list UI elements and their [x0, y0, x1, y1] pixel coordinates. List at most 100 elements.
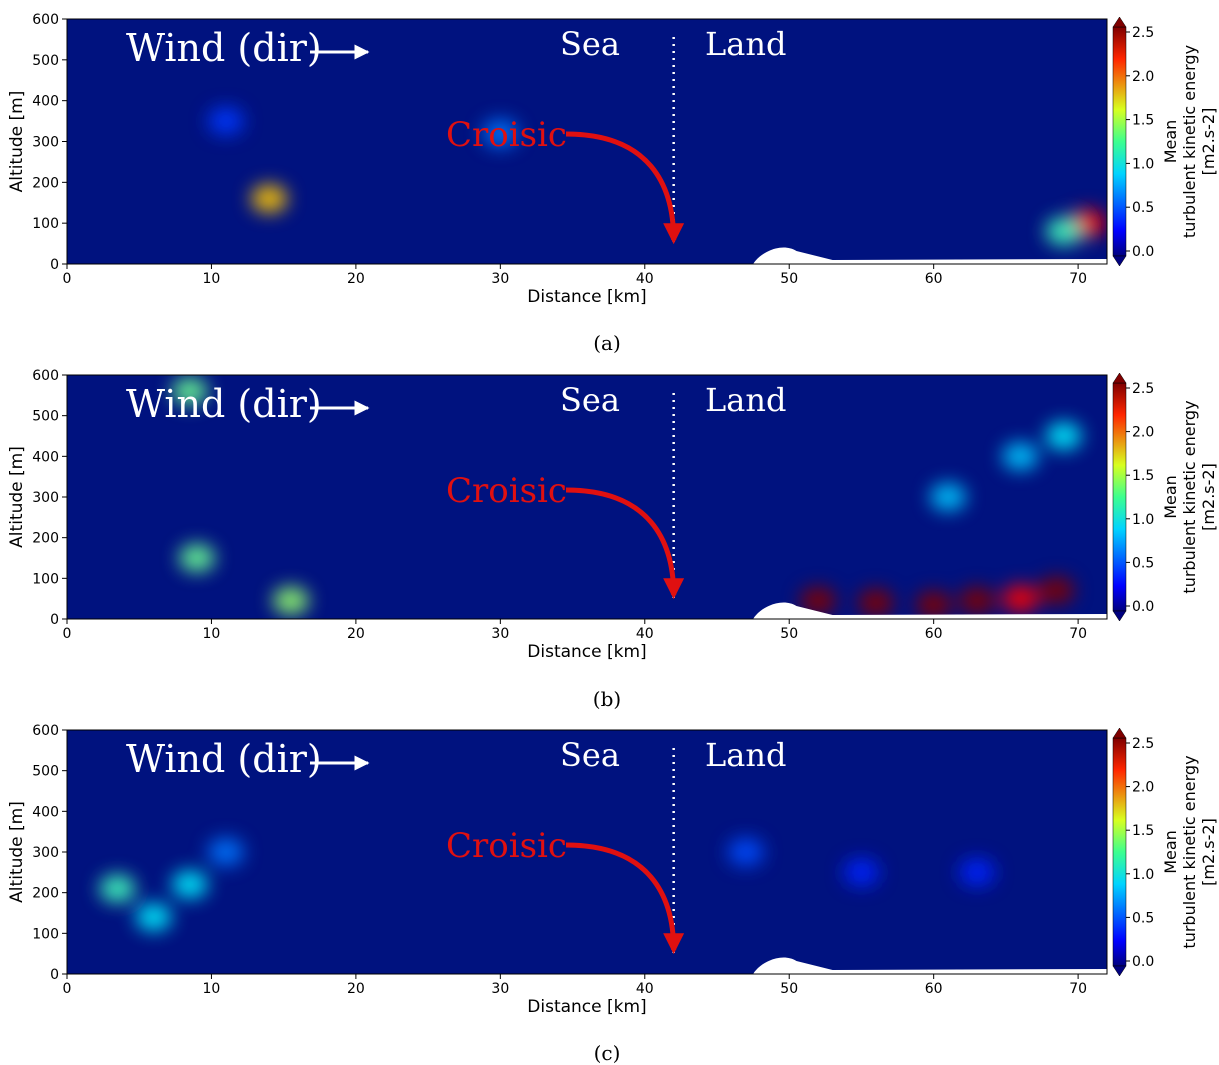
colorbar-label: [m2.s-2]: [1199, 108, 1218, 176]
colorbar-label: Mean: [1161, 830, 1180, 874]
colorbar-extend-min: [1112, 610, 1127, 622]
sea-label: Sea: [560, 736, 620, 774]
plot-area: [67, 19, 1107, 264]
site-pointer-arrow-icon: [565, 487, 685, 600]
y-tick-label: 500: [32, 53, 59, 69]
heat-cell: [482, 119, 519, 148]
heatmap-field: [171, 377, 1082, 619]
y-tick-label: 600: [32, 723, 59, 739]
terrain-mask: [753, 247, 1107, 264]
site-label: Croisic: [446, 826, 567, 866]
heatmap-field: [207, 107, 1107, 246]
colorbar-tick-label: 1.5: [1132, 113, 1154, 129]
colorbar-tick-label: 1.0: [1132, 512, 1154, 528]
heat-cell: [727, 838, 764, 866]
terrain-mask: [753, 602, 1107, 619]
colorbar-tick-label: 1.5: [1132, 823, 1154, 839]
panel-caption: (a): [593, 331, 621, 355]
x-tick-label: 0: [63, 626, 72, 642]
site-label: Croisic: [446, 471, 567, 511]
x-tick-label: 50: [780, 271, 798, 287]
colorbar-tick-label: 1.0: [1132, 156, 1154, 172]
heat-cell: [207, 838, 244, 866]
panel-1: Wind (dir) Sea Land Croisic 0 10 20 30 40 50 60 70 0…: [7, 368, 1218, 711]
heat-cell: [1045, 422, 1082, 450]
colorbar-tick-label: 2.5: [1132, 25, 1154, 41]
y-tick-label: 0: [50, 612, 59, 628]
heat-cell: [857, 588, 894, 617]
panel-caption: (b): [593, 687, 621, 711]
colorbar-tick-label: 1.0: [1132, 867, 1154, 883]
colorbar-tick-label: 2.5: [1132, 381, 1154, 397]
heat-cell: [1045, 217, 1082, 246]
land-label: Land: [705, 736, 786, 774]
heat-cell: [171, 377, 208, 406]
x-tick-label: 60: [925, 626, 943, 642]
heat-cell: [1038, 576, 1075, 605]
y-tick-label: 200: [32, 531, 59, 547]
x-tick-label: 20: [347, 271, 365, 287]
x-tick-label: 0: [63, 981, 72, 997]
heat-cell: [171, 870, 208, 899]
y-tick-label: 200: [32, 175, 59, 191]
x-tick-label: 40: [636, 271, 654, 287]
y-tick-label: 0: [50, 967, 59, 983]
x-tick-label: 70: [1069, 981, 1087, 997]
y-tick-label: 500: [32, 764, 59, 780]
panel-2: Wind (dir) Sea Land Croisic 0 10 20 30 40 50 60 70 0…: [7, 723, 1218, 1065]
x-tick-label: 50: [780, 626, 798, 642]
y-tick-label: 300: [32, 845, 59, 861]
x-tick-label: 30: [491, 626, 509, 642]
y-tick-label: 200: [32, 886, 59, 902]
y-tick-label: 400: [32, 449, 59, 465]
heat-cell: [272, 586, 309, 615]
x-tick-label: 50: [780, 981, 798, 997]
y-tick-label: 300: [32, 135, 59, 151]
x-tick-label: 20: [347, 981, 365, 997]
x-axis-label: Distance [km]: [527, 642, 646, 662]
wind-label: Wind (dir): [126, 737, 322, 781]
colorbar-tick-label: 0.0: [1132, 244, 1154, 260]
x-tick-label: 10: [203, 271, 221, 287]
heat-cell: [915, 590, 952, 619]
x-tick-label: 20: [347, 626, 365, 642]
y-axis-label: Altitude [m]: [7, 446, 27, 548]
colorbar-tick-label: 0.0: [1132, 954, 1154, 970]
x-tick-label: 60: [925, 271, 943, 287]
heat-cell: [930, 483, 967, 511]
x-tick-label: 10: [203, 626, 221, 642]
x-tick-label: 30: [491, 981, 509, 997]
colorbar-tick-label: 0.5: [1132, 910, 1154, 926]
terrain-mask: [753, 957, 1107, 974]
x-axis-label: Distance [km]: [527, 997, 646, 1017]
colorbar-tick-label: 0.0: [1132, 599, 1154, 615]
heat-cell: [99, 874, 136, 903]
y-tick-label: 100: [32, 571, 59, 587]
colorbar-tick-label: 1.5: [1132, 468, 1154, 484]
y-tick-label: 600: [32, 12, 59, 28]
colorbar-tick-label: 2.5: [1132, 736, 1154, 752]
land-label: Land: [705, 381, 786, 419]
colorbar-tick-label: 0.5: [1132, 555, 1154, 571]
y-tick-label: 600: [32, 368, 59, 384]
colorbar-extend-max: [1112, 372, 1127, 384]
heat-cell: [843, 858, 880, 887]
colorbar: [1112, 382, 1127, 612]
colorbar-extend-min: [1112, 965, 1127, 977]
heat-cell: [1002, 442, 1039, 471]
colorbar-label: [m2.s-2]: [1199, 463, 1218, 531]
site-label: Croisic: [446, 115, 567, 155]
wind-label: Wind (dir): [126, 26, 322, 70]
colorbar: [1112, 26, 1127, 257]
colorbar-tick-label: 2.0: [1132, 425, 1154, 441]
panel-0: Wind (dir) Sea Land Croisic 0 10 20 30 40 50 60 70 0…: [7, 12, 1218, 355]
y-tick-label: 300: [32, 490, 59, 506]
panel-caption: (c): [594, 1041, 621, 1065]
x-tick-label: 0: [63, 271, 72, 287]
colorbar-label: Mean: [1161, 120, 1180, 164]
colorbar-label: turbulent kinetic energy: [1180, 45, 1199, 238]
x-tick-label: 70: [1069, 626, 1087, 642]
colorbar-tick-label: 0.5: [1132, 200, 1154, 216]
sea-label: Sea: [560, 25, 620, 63]
